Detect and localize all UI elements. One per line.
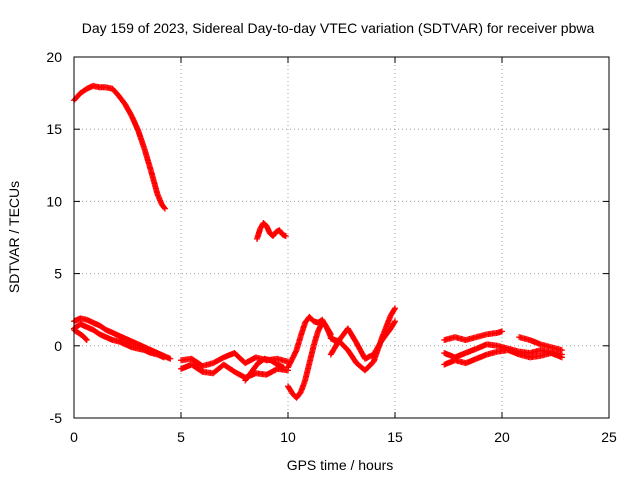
data-points — [71, 82, 565, 401]
data-point — [160, 354, 167, 361]
data-point-run — [324, 325, 334, 336]
y-axis-label: SDTVAR / TECUs — [6, 181, 22, 293]
x-tick-label: 25 — [601, 429, 617, 445]
series-segment-15 — [441, 347, 565, 368]
data-point-run — [72, 327, 81, 336]
series-segment-2 — [253, 220, 289, 242]
y-tick-label: 5 — [54, 266, 62, 282]
data-point — [558, 347, 565, 354]
data-point-run — [293, 334, 304, 352]
series-segment-8 — [242, 355, 287, 384]
data-point — [282, 233, 289, 240]
series-segment-10 — [285, 313, 334, 371]
data-point-run — [328, 338, 342, 357]
data-point-run — [148, 169, 161, 196]
data-point-run — [211, 355, 226, 366]
series-segment-12 — [327, 318, 398, 362]
data-point-run — [243, 369, 254, 383]
data-point-run — [363, 359, 376, 373]
data-point-run — [354, 341, 368, 361]
data-point-run — [261, 220, 269, 229]
axis-ticks: 0 5 10 15 20 25 -5 0 5 10 15 20 — [46, 49, 617, 445]
series-segment-16 — [516, 334, 565, 354]
data-point-run — [129, 114, 141, 133]
x-tick-label: 5 — [177, 429, 185, 445]
data-point-run — [76, 330, 85, 338]
data-point-run — [189, 362, 205, 375]
y-tick-label: -5 — [50, 410, 63, 426]
data-point-run — [285, 384, 295, 396]
data-point-run — [311, 329, 321, 348]
data-point-run — [306, 344, 317, 365]
data-point-run — [307, 314, 316, 324]
data-point-run — [80, 333, 89, 343]
data-point-run — [249, 361, 261, 374]
data-point — [83, 337, 90, 344]
data-point-run — [388, 306, 398, 318]
series-segment-13 — [441, 328, 505, 344]
data-point — [499, 328, 505, 335]
data-point-run — [142, 147, 154, 173]
x-tick-label: 20 — [494, 429, 510, 445]
data-point — [392, 305, 398, 312]
data-point-run — [280, 232, 288, 239]
y-tick-label: 0 — [54, 338, 62, 354]
plot-frame — [73, 56, 610, 419]
y-tick-label: 10 — [46, 193, 62, 209]
data-point — [167, 355, 174, 362]
data-point-run — [289, 348, 299, 361]
data-point-run — [159, 202, 168, 211]
data-point-run — [268, 358, 280, 367]
series-segment-1 — [71, 82, 168, 212]
series-segment-5 — [71, 326, 90, 344]
grid-lines — [74, 57, 609, 418]
data-point-run — [97, 323, 108, 333]
data-point-run — [116, 94, 128, 107]
y-tick-label: 15 — [46, 121, 62, 137]
data-point-run — [379, 326, 393, 342]
chart-title: Day 159 of 2023, Sidereal Day-to-day VTE… — [82, 20, 595, 36]
data-point-run — [302, 361, 313, 383]
data-point-run — [388, 319, 398, 331]
x-tick-label: 15 — [387, 429, 403, 445]
data-point-run — [78, 86, 89, 96]
data-point-run — [221, 362, 237, 375]
data-point-run — [232, 350, 248, 366]
data-point-run — [135, 128, 148, 152]
data-point-run — [294, 390, 304, 400]
data-point-run — [110, 86, 121, 98]
y-tick-label: 20 — [46, 49, 62, 65]
x-tick-label: 10 — [280, 429, 296, 445]
data-point-run — [495, 328, 504, 336]
x-tick-label: 0 — [70, 429, 78, 445]
data-point-run — [311, 318, 320, 326]
data-point-run — [345, 348, 359, 365]
data-point-run — [277, 228, 285, 237]
data-point-run — [270, 229, 279, 238]
data-point — [392, 318, 398, 325]
data-point — [161, 205, 168, 212]
data-point-run — [371, 338, 385, 357]
data-point-run — [345, 326, 359, 345]
data-point-run — [71, 91, 83, 103]
x-axis-label: GPS time / hours — [287, 457, 394, 473]
data-point-run — [320, 318, 329, 329]
data-point-run — [91, 327, 102, 337]
data-point-run — [123, 102, 135, 118]
data-point-run — [363, 352, 376, 362]
